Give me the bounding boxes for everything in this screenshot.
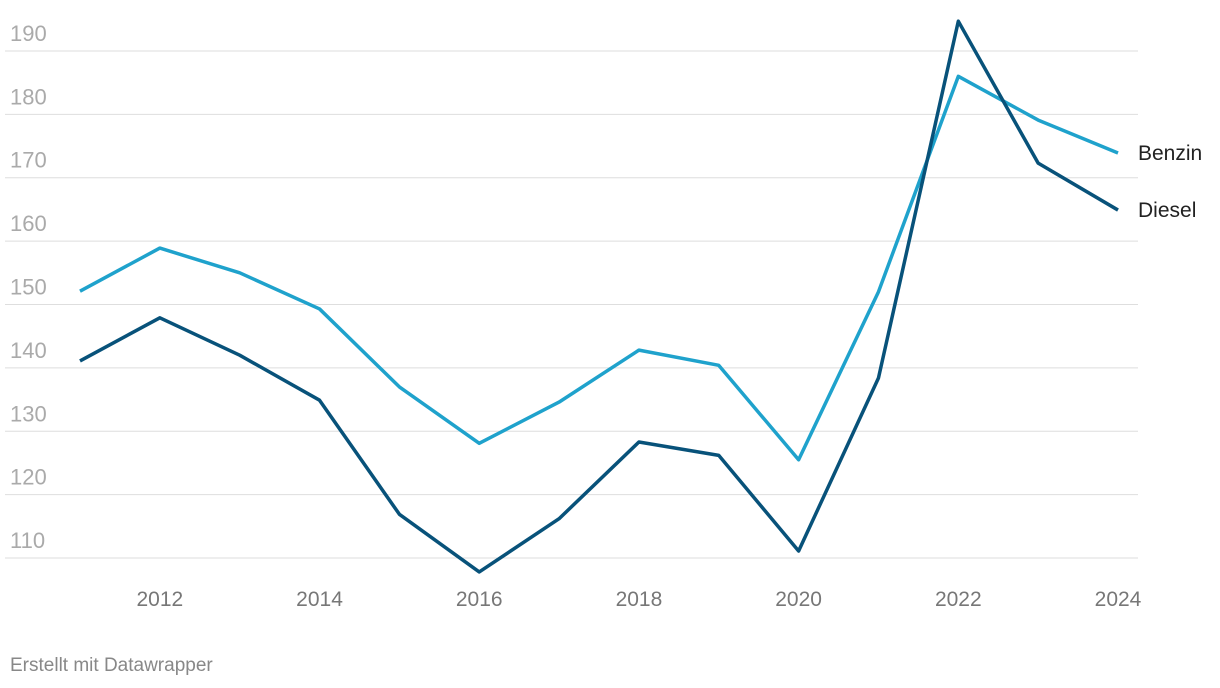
y-tick-label: 190 [10, 21, 47, 46]
y-tick-label: 140 [10, 338, 47, 363]
line [79, 19, 1119, 574]
x-tick-label: 2024 [1095, 588, 1142, 611]
y-tick-label: 150 [10, 275, 47, 300]
y-tick-label: 180 [10, 84, 47, 109]
x-tick-label: 2012 [136, 588, 183, 611]
series-label: Benzin [1138, 142, 1202, 165]
y-tick-label: 170 [10, 148, 47, 173]
footer: Erstellt mit Datawrapper [10, 655, 213, 676]
x-tick-label: 2020 [775, 588, 822, 611]
line [79, 74, 1119, 462]
x-tick-label: 2018 [616, 588, 663, 611]
y-tick-label: 110 [10, 528, 45, 553]
y-tick-label: 120 [10, 465, 47, 490]
x-tick-label: 2016 [456, 588, 503, 611]
y-tick-label: 130 [10, 401, 47, 426]
x-tick-label: 2022 [935, 588, 982, 611]
y-tick-label: 160 [10, 211, 47, 236]
x-tick-label: 2014 [296, 588, 343, 611]
series-label: Diesel [1138, 199, 1196, 222]
